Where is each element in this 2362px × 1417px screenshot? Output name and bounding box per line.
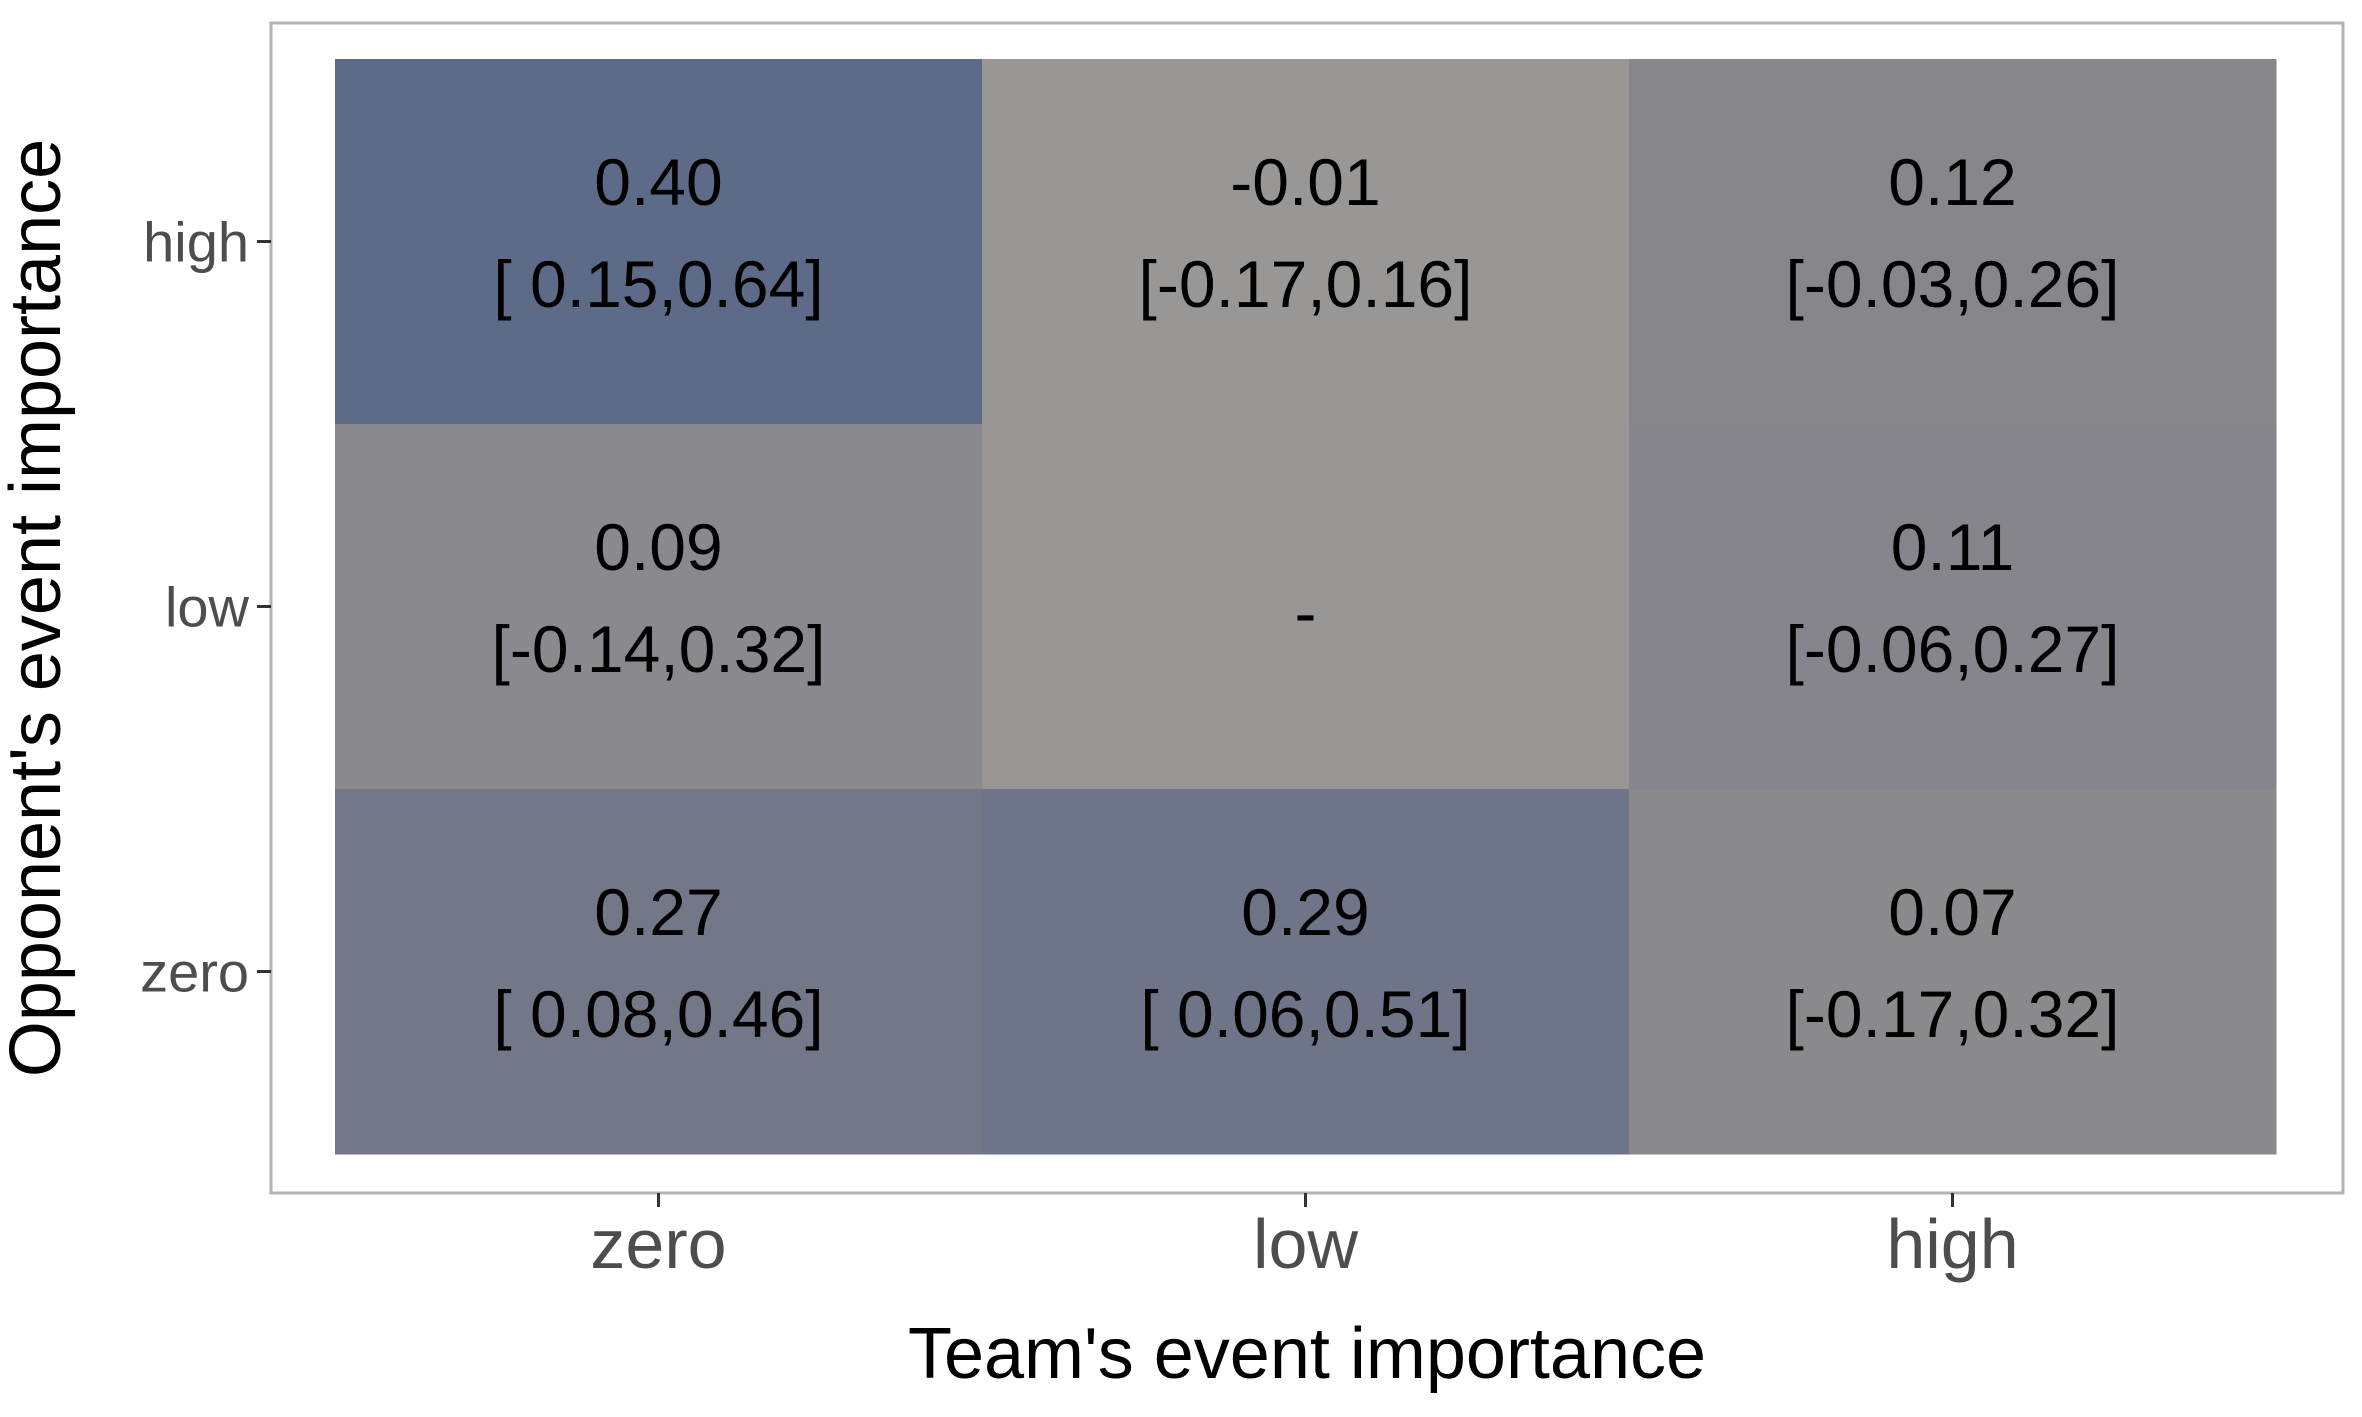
y-axis: zero low high <box>140 211 271 1004</box>
heatmap-cell-zero-low <box>335 424 983 790</box>
cell-ci-label: [-0.03,0.26] <box>1786 247 2120 321</box>
cell-ci-label: [ 0.15,0.64] <box>493 247 823 321</box>
cell-value-label: 0.27 <box>594 875 722 949</box>
heatmap-cell-low-zero <box>982 789 1630 1155</box>
heatmap-cell-high-zero <box>1629 789 2277 1155</box>
cell-value-label: -0.01 <box>1230 145 1380 219</box>
heatmap-cells <box>335 59 2277 1155</box>
cell-ci-label: [ 0.08,0.46] <box>493 977 823 1051</box>
cell-value-label: 0.07 <box>1888 875 2016 949</box>
y-axis-title: Opponent's event importance <box>0 139 76 1077</box>
heatmap-cell-low-high <box>982 59 1630 425</box>
cell-value-label: 0.29 <box>1241 875 1369 949</box>
x-tick-label: high <box>1886 1205 2018 1283</box>
cell-labels: 0.40 [ 0.15,0.64] -0.01 [-0.17,0.16] 0.12 [-0… <box>492 145 2120 1051</box>
heatmap-cell-zero-zero <box>335 789 983 1155</box>
heatmap-cell-high-low <box>1629 424 2277 790</box>
cell-ci-label: [-0.17,0.16] <box>1139 247 1473 321</box>
cell-value-label: 0.11 <box>1891 510 2015 584</box>
cell-value-label: 0.12 <box>1888 145 2016 219</box>
y-tick-label: zero <box>140 941 249 1004</box>
x-tick-label: low <box>1253 1205 1358 1283</box>
x-axis: zero low high <box>590 1193 2019 1283</box>
heatmap-cell-high-high <box>1629 59 2277 425</box>
cell-ci-label: [ 0.06,0.51] <box>1140 977 1470 1051</box>
heatmap-cell-low-low <box>982 424 1630 790</box>
y-tick-label: low <box>165 576 250 639</box>
y-tick-label: high <box>143 211 249 274</box>
cell-value-label: 0.40 <box>594 145 722 219</box>
cell-value-label: - <box>1295 576 1317 650</box>
cell-ci-label: [-0.14,0.32] <box>492 612 826 686</box>
cell-ci-label: [-0.17,0.32] <box>1786 977 2120 1051</box>
heatmap-cell-zero-high <box>335 59 983 425</box>
cell-value-label: 0.09 <box>594 510 722 584</box>
cell-ci-label: [-0.06,0.27] <box>1786 612 2120 686</box>
x-tick-label: zero <box>590 1205 726 1283</box>
x-axis-title: Team's event importance <box>908 1314 1706 1394</box>
